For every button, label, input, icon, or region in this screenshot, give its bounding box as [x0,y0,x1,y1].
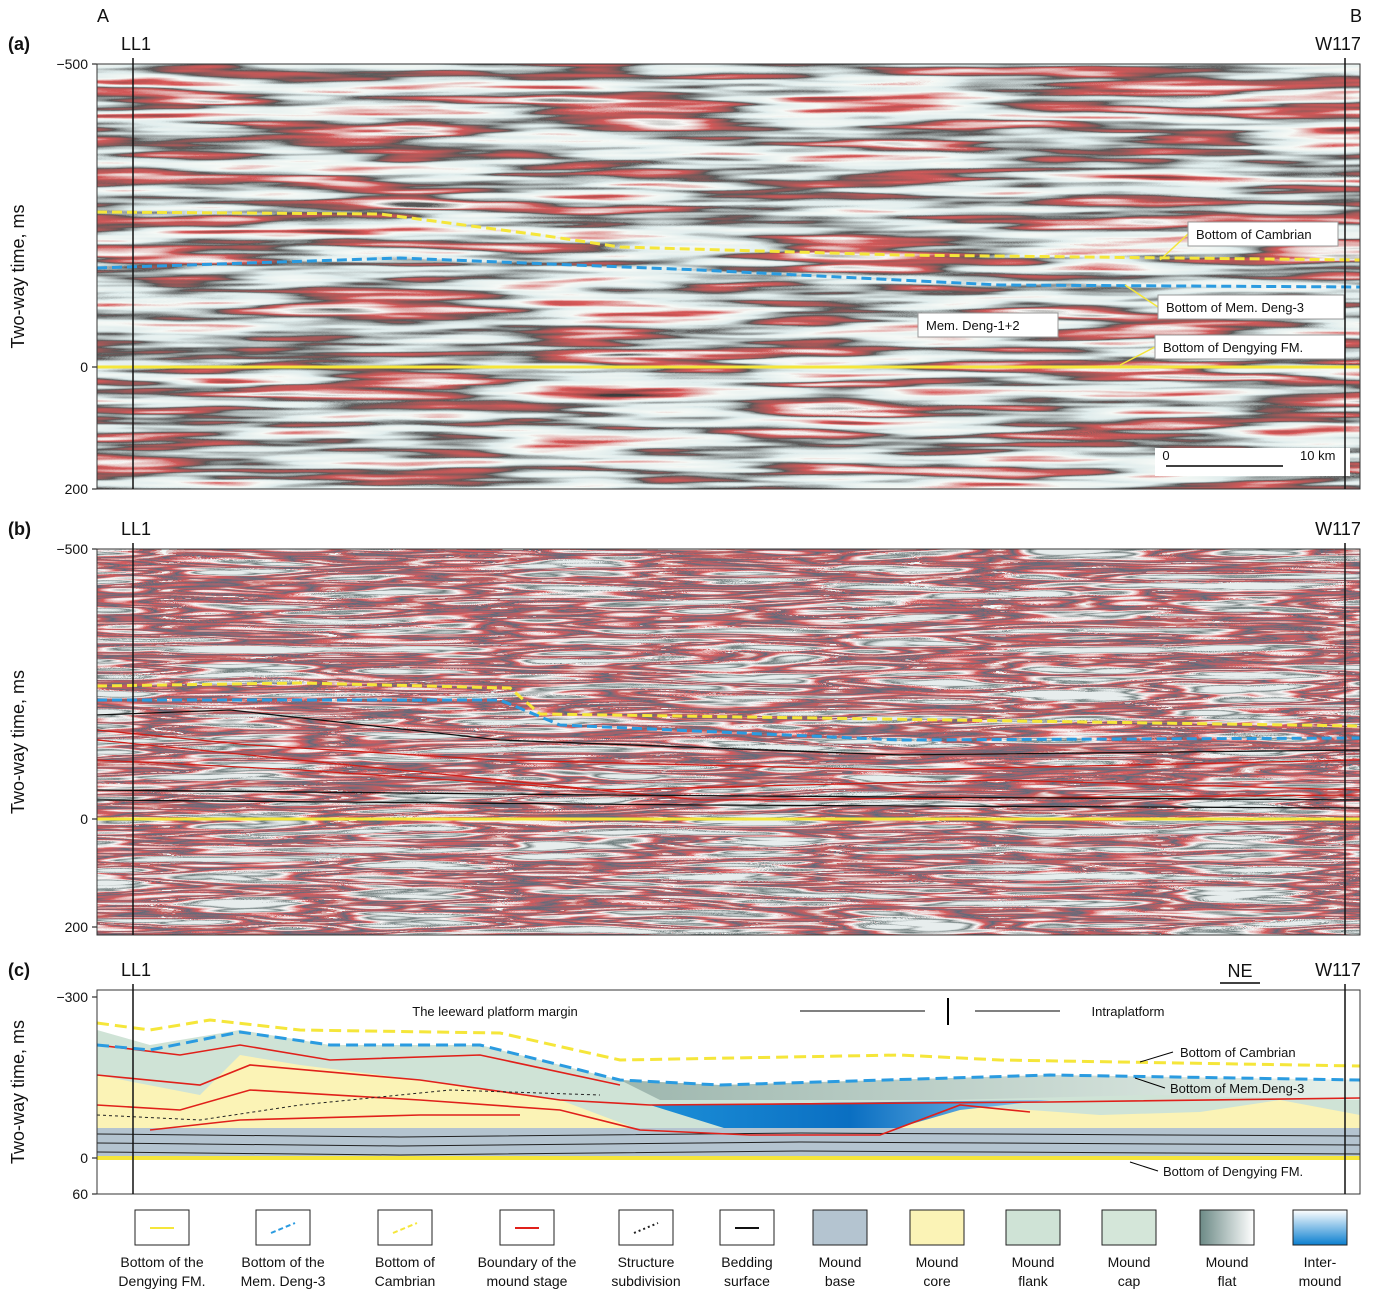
legend-swatch [1102,1210,1156,1245]
legend-label: Mound [819,1254,862,1270]
seismic-section [97,64,1360,489]
annotation: Bottom of Mem. Deng-3 [1166,300,1304,315]
well-label: W117 [1315,519,1361,539]
legend-label: mound stage [487,1273,568,1289]
y-tick-label: 0 [80,359,88,375]
section-end: B [1350,6,1362,26]
legend-label: cap [1118,1273,1141,1289]
legend-swatch [1006,1210,1060,1245]
legend-label: Mound [916,1254,959,1270]
legend-label: Bottom of [375,1254,435,1270]
legend-label: flank [1018,1273,1049,1289]
section-end: A [97,6,109,26]
direction-label: NE [1227,961,1252,981]
annotation: Mem. Deng-1+2 [926,318,1020,333]
y-tick-label: 60 [72,1186,88,1202]
legend-label: core [923,1273,950,1289]
legend-label: Bottom of the [241,1254,324,1270]
annotation: Bottom of Dengying FM. [1163,1164,1303,1179]
well-label: W117 [1315,34,1361,54]
y-tick-label: −300 [56,989,88,1005]
legend-label: Mound [1206,1254,1249,1270]
panel-label: (b) [8,519,31,539]
legend-label: subdivision [611,1273,680,1289]
legend-swatch [1293,1210,1347,1245]
y-axis-title: Two-way time, ms [8,1020,28,1164]
annotation: Bottom of Dengying FM. [1163,340,1303,355]
legend-swatch [378,1210,432,1245]
figure: A B (a) LL1 W117 Two-way time, ms −500 0 200 Bo… [0,0,1386,1292]
y-axis-title: Two-way time, ms [8,204,28,348]
legend-label: Boundary of the [478,1254,577,1270]
legend-label: Mound [1108,1254,1151,1270]
legend-label: Dengying FM. [118,1273,205,1289]
legend-label: base [825,1273,856,1289]
legend-label: Bedding [721,1254,772,1270]
well-label: W117 [1315,960,1361,980]
legend-label: Cambrian [375,1273,436,1289]
well-label: LL1 [121,34,151,54]
annotation: Bottom of Cambrian [1180,1045,1296,1060]
legend-swatch [813,1210,867,1245]
annotation: Bottom of Mem.Deng-3 [1170,1081,1304,1096]
scale-label: 0 [1162,448,1169,463]
y-tick-label: 200 [65,919,89,935]
seismic-section [97,549,1360,935]
legend-swatch [1200,1210,1254,1245]
annotation: Intraplatform [1092,1004,1165,1019]
panel-label: (c) [8,960,30,980]
y-tick-label: 0 [80,811,88,827]
legend-label: Structure [618,1254,675,1270]
legend-swatch [910,1210,964,1245]
y-axis-title: Two-way time, ms [8,670,28,814]
scale-label: 10 km [1300,448,1335,463]
legend-label: flat [1218,1273,1237,1289]
legend-swatch [256,1210,310,1245]
annotation: The leeward platform margin [412,1004,577,1019]
legend-label: surface [724,1273,770,1289]
legend-label: Bottom of the [120,1254,203,1270]
y-tick-label: 200 [65,481,89,497]
well-label: LL1 [121,960,151,980]
legend-label: Inter- [1304,1254,1337,1270]
y-tick-label: −500 [56,56,88,72]
legend-label: Mound [1012,1254,1055,1270]
legend-swatch [619,1210,673,1245]
legend-label: mound [1299,1273,1342,1289]
panel-label: (a) [8,34,30,54]
y-tick-label: 0 [80,1150,88,1166]
well-label: LL1 [121,519,151,539]
annotation: Bottom of Cambrian [1196,227,1312,242]
y-tick-label: −500 [56,541,88,557]
legend-label: Mem. Deng-3 [241,1273,326,1289]
